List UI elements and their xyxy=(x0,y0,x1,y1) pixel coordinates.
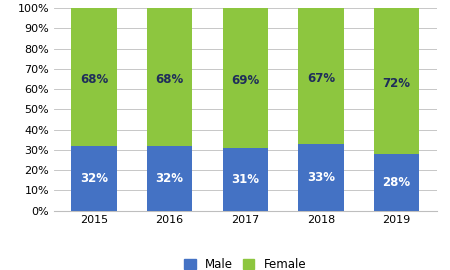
Text: 32%: 32% xyxy=(156,172,184,185)
Bar xyxy=(72,8,117,146)
Legend: Male, Female: Male, Female xyxy=(179,253,311,270)
Bar xyxy=(147,8,192,146)
Text: 72%: 72% xyxy=(382,77,410,90)
Text: 28%: 28% xyxy=(382,176,410,189)
Bar xyxy=(147,146,192,211)
Bar xyxy=(223,148,268,211)
Text: 69%: 69% xyxy=(231,74,259,87)
Text: 67%: 67% xyxy=(307,72,335,85)
Text: 68%: 68% xyxy=(156,73,184,86)
Bar xyxy=(223,8,268,148)
Text: 31%: 31% xyxy=(231,173,259,186)
Text: 32%: 32% xyxy=(80,172,108,185)
Bar xyxy=(374,8,419,154)
Bar xyxy=(298,8,343,144)
Text: 33%: 33% xyxy=(307,171,335,184)
Bar xyxy=(298,144,343,211)
Bar xyxy=(72,146,117,211)
Bar xyxy=(374,154,419,211)
Text: 68%: 68% xyxy=(80,73,108,86)
